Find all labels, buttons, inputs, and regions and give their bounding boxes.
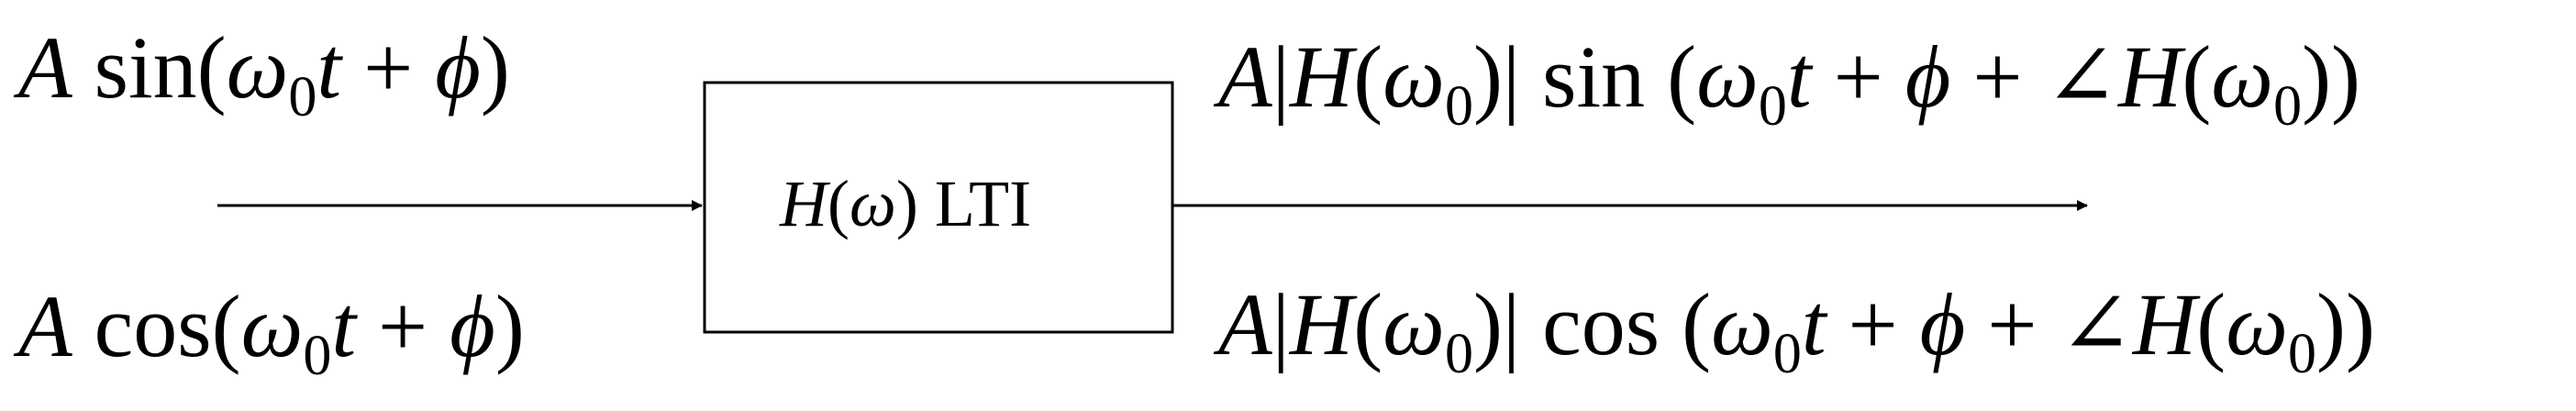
omega-subscript: 0	[2288, 323, 2316, 385]
time-symbol: t	[331, 277, 357, 375]
transfer-function-symbol: H	[780, 167, 827, 240]
lti-block-label: H(ω) LTI	[780, 167, 1032, 240]
angle-symbol: ∠	[2044, 28, 2118, 126]
transfer-function-symbol: H	[1289, 275, 1354, 373]
amplitude-symbol: A	[1218, 28, 1272, 126]
transfer-function-symbol: H	[1289, 28, 1354, 126]
plus-sign: +	[363, 18, 414, 117]
sin-function: sin	[1542, 28, 1646, 126]
phase-symbol: ϕ	[1904, 28, 1951, 126]
plus-sign: +	[1833, 28, 1883, 126]
omega-symbol: ω	[1711, 275, 1773, 373]
amplitude-symbol: A	[1218, 275, 1272, 373]
output-cos-expression: A|H(ω0)| cos (ω0t + ϕ + ∠H(ω0))	[1218, 275, 2375, 385]
omega-subscript: 0	[288, 66, 317, 128]
omega-symbol: ω	[1696, 28, 1759, 126]
lti-text: LTI	[934, 167, 1032, 240]
output-sin-expression: A|H(ω0)| sin (ω0t + ϕ + ∠H(ω0))	[1218, 28, 2360, 138]
phase-symbol: ϕ	[435, 18, 481, 117]
time-symbol: t	[316, 18, 342, 117]
phase-symbol: ϕ	[450, 277, 495, 375]
plus-sign: +	[378, 277, 428, 375]
omega-subscript: 0	[1444, 75, 1473, 138]
transfer-function-symbol: H	[2132, 275, 2197, 373]
omega-subscript: 0	[2273, 75, 2303, 138]
omega-symbol: ω	[226, 18, 289, 117]
omega-symbol: ω	[2226, 275, 2288, 373]
cos-function: cos	[1542, 275, 1660, 373]
phase-symbol: ϕ	[1919, 275, 1966, 373]
omega-symbol: ω	[240, 277, 304, 375]
cos-function: cos	[94, 277, 212, 375]
omega-symbol: ω	[849, 167, 896, 240]
plus-sign: +	[1987, 275, 2037, 373]
amplitude-symbol: A	[18, 277, 72, 375]
angle-symbol: ∠	[2059, 275, 2133, 373]
plus-sign: +	[1972, 28, 2023, 126]
omega-symbol: ω	[1382, 28, 1445, 126]
omega-symbol: ω	[1382, 275, 1445, 373]
time-symbol: t	[1801, 275, 1827, 373]
amplitude-symbol: A	[18, 18, 72, 117]
lti-block-box	[703, 81, 1174, 334]
sin-function: sin	[94, 18, 197, 117]
omega-subscript: 0	[1758, 75, 1787, 138]
omega-subscript: 0	[1772, 323, 1802, 385]
plus-sign: +	[1848, 275, 1898, 373]
omega-symbol: ω	[2211, 28, 2274, 126]
time-symbol: t	[1786, 28, 1812, 126]
omega-subscript: 0	[303, 325, 332, 387]
input-cos-expression: A cos(ω0t + ϕ)	[18, 277, 525, 387]
transfer-function-symbol: H	[2117, 28, 2182, 126]
input-sin-expression: A sin(ω0t + ϕ)	[18, 18, 510, 128]
omega-subscript: 0	[1444, 323, 1473, 385]
